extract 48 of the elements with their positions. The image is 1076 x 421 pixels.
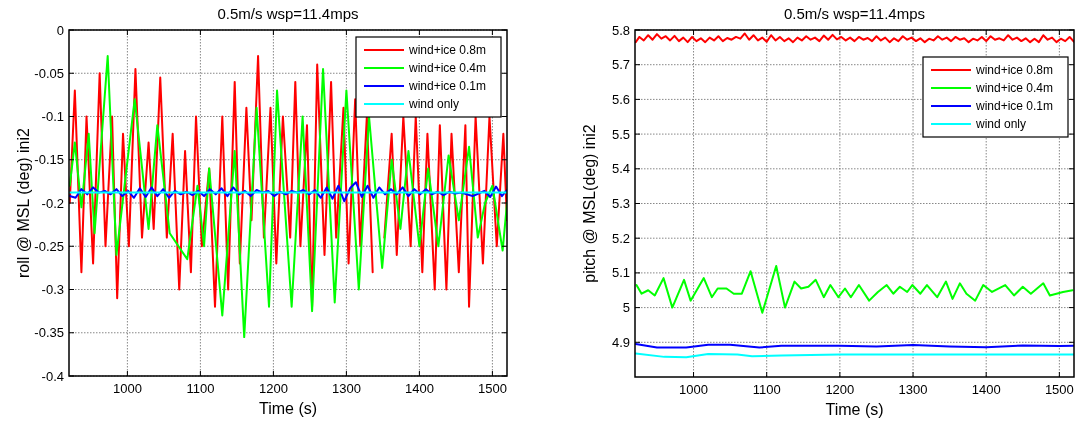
y-tick-label: -0.05 — [34, 65, 64, 81]
x-tick-label: 1200 — [825, 382, 855, 397]
y-tick-label: 5.8 — [611, 22, 630, 38]
chart-title: 0.5m/s wsp=11.4mps — [217, 5, 359, 22]
y-tick-label: -0.3 — [41, 282, 64, 297]
x-tick-label: 1400 — [404, 381, 434, 396]
x-tick-label: 1000 — [679, 382, 708, 397]
x-axis-title: Time (s) — [258, 400, 318, 417]
x-tick-label: 1100 — [752, 382, 781, 397]
line-series — [635, 32, 1074, 44]
chart-title: 0.5m/s wsp=11.4mps — [783, 5, 926, 22]
y-tick-label: 5.5 — [611, 126, 630, 142]
line-series — [635, 264, 1074, 314]
y-tick-label: -0.4 — [41, 368, 64, 384]
x-tick-label: 1000 — [112, 381, 142, 396]
legend-label: wind only — [975, 117, 1027, 131]
y-tick-label: 4.9 — [611, 334, 630, 350]
legend-label: wind+ice 0.8m — [975, 63, 1054, 77]
x-tick-label: 1100 — [186, 381, 215, 396]
y-tick-label: 5 — [622, 300, 630, 316]
x-tick-label: 1300 — [331, 381, 361, 396]
x-tick-label: 1500 — [1044, 382, 1074, 397]
y-axis-title: roll @ MSL (deg) ini2 — [15, 127, 32, 278]
y-tick-label: 5.6 — [611, 91, 630, 107]
y-tick-label: -0.15 — [34, 152, 64, 168]
y-tick-label: 5.4 — [611, 161, 630, 177]
legend-label: wind+ice 0.1m — [975, 99, 1054, 113]
legend-label: wind+ice 0.4m — [408, 61, 487, 75]
legend-label: wind+ice 0.1m — [408, 79, 487, 93]
y-tick-label: 5.3 — [611, 196, 630, 211]
line-series — [69, 181, 507, 203]
y-tick-label: -0.25 — [34, 238, 64, 254]
x-tick-label: 1200 — [258, 381, 288, 396]
y-tick-label: -0.35 — [34, 325, 64, 341]
y-tick-label: 0 — [56, 22, 64, 38]
y-tick-label: 5.7 — [611, 57, 630, 73]
x-tick-label: 1300 — [898, 382, 928, 397]
x-tick-label: 1500 — [477, 381, 507, 396]
y-tick-label: 5.1 — [611, 265, 630, 281]
y-tick-label: -0.1 — [41, 109, 64, 124]
y-tick-label: -0.2 — [41, 195, 64, 211]
legend-label: wind only — [408, 97, 460, 111]
x-tick-label: 1400 — [971, 382, 1001, 397]
legend-label: wind+ice 0.4m — [975, 81, 1054, 95]
y-axis-title: pitch @ MSL(deg) ini2 — [581, 124, 598, 283]
x-axis-title: Time (s) — [825, 401, 884, 418]
y-tick-label: 5.2 — [611, 230, 630, 246]
legend-label: wind+ice 0.8m — [408, 43, 487, 57]
